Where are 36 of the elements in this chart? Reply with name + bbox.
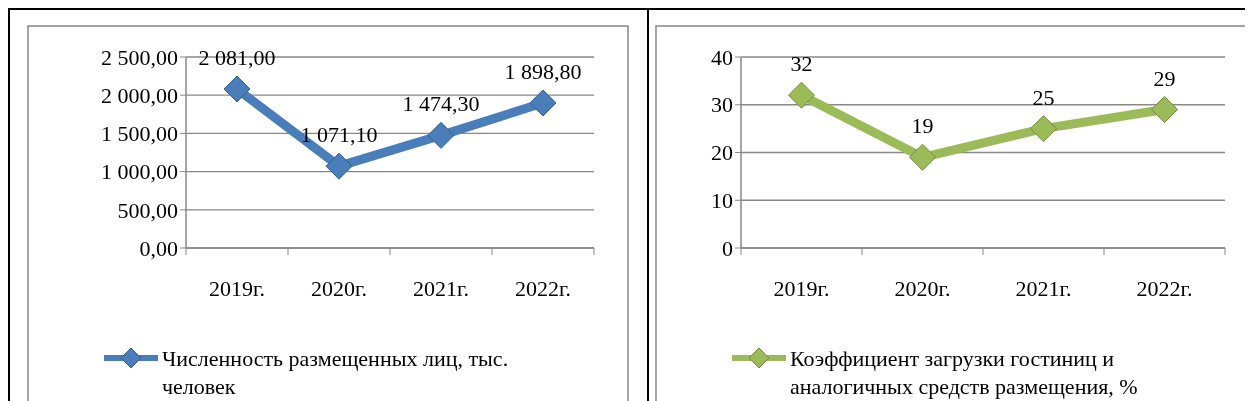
x-tick-label: 2019г. bbox=[208, 276, 266, 301]
x-tick-label: 2021г. bbox=[1015, 276, 1072, 301]
point bbox=[223, 75, 251, 103]
y-tick-label: 0 bbox=[722, 235, 733, 261]
x-tick-label: 2020г. bbox=[310, 276, 368, 301]
data-label: 19 bbox=[911, 113, 934, 139]
point bbox=[1030, 115, 1057, 143]
y-tick-label: 2 000,00 bbox=[101, 82, 178, 108]
data-label: 29 bbox=[1153, 65, 1176, 91]
data-label: 25 bbox=[1032, 84, 1055, 110]
data-label: 1 474,30 bbox=[402, 91, 480, 117]
point bbox=[427, 121, 455, 149]
x-tick-label: 2021г. bbox=[412, 276, 470, 301]
y-tick-label: 1 500,00 bbox=[101, 121, 178, 147]
x-tick-label: 2022г. bbox=[514, 276, 572, 301]
legend-label: Численность размещенных лиц, тыс. человек bbox=[162, 345, 509, 399]
point bbox=[529, 89, 557, 117]
data-label: 2 081,00 bbox=[198, 45, 276, 71]
data-label: 1 898,80 bbox=[504, 58, 582, 84]
y-tick-label: 30 bbox=[711, 92, 733, 118]
y-tick-label: 500,00 bbox=[117, 197, 178, 223]
x-tick-label: 2020г. bbox=[894, 276, 951, 301]
y-tick-label: 20 bbox=[711, 140, 733, 166]
x-tick-label: 2019г. bbox=[773, 276, 830, 301]
y-tick-label: 0,00 bbox=[139, 235, 178, 261]
legend-label: Коэффициент загрузки гостиниц и аналогичных средств размещения, % bbox=[790, 345, 1138, 399]
y-tick-label: 1 000,00 bbox=[101, 159, 178, 185]
point bbox=[325, 152, 353, 180]
y-tick-label: 2 500,00 bbox=[101, 44, 178, 70]
point bbox=[909, 143, 936, 171]
point bbox=[1151, 96, 1178, 124]
data-label: 32 bbox=[790, 51, 813, 77]
y-tick-label: 10 bbox=[711, 187, 733, 213]
x-tick-label: 2022г. bbox=[1136, 276, 1193, 301]
point bbox=[788, 81, 815, 109]
y-tick-label: 40 bbox=[711, 44, 733, 70]
